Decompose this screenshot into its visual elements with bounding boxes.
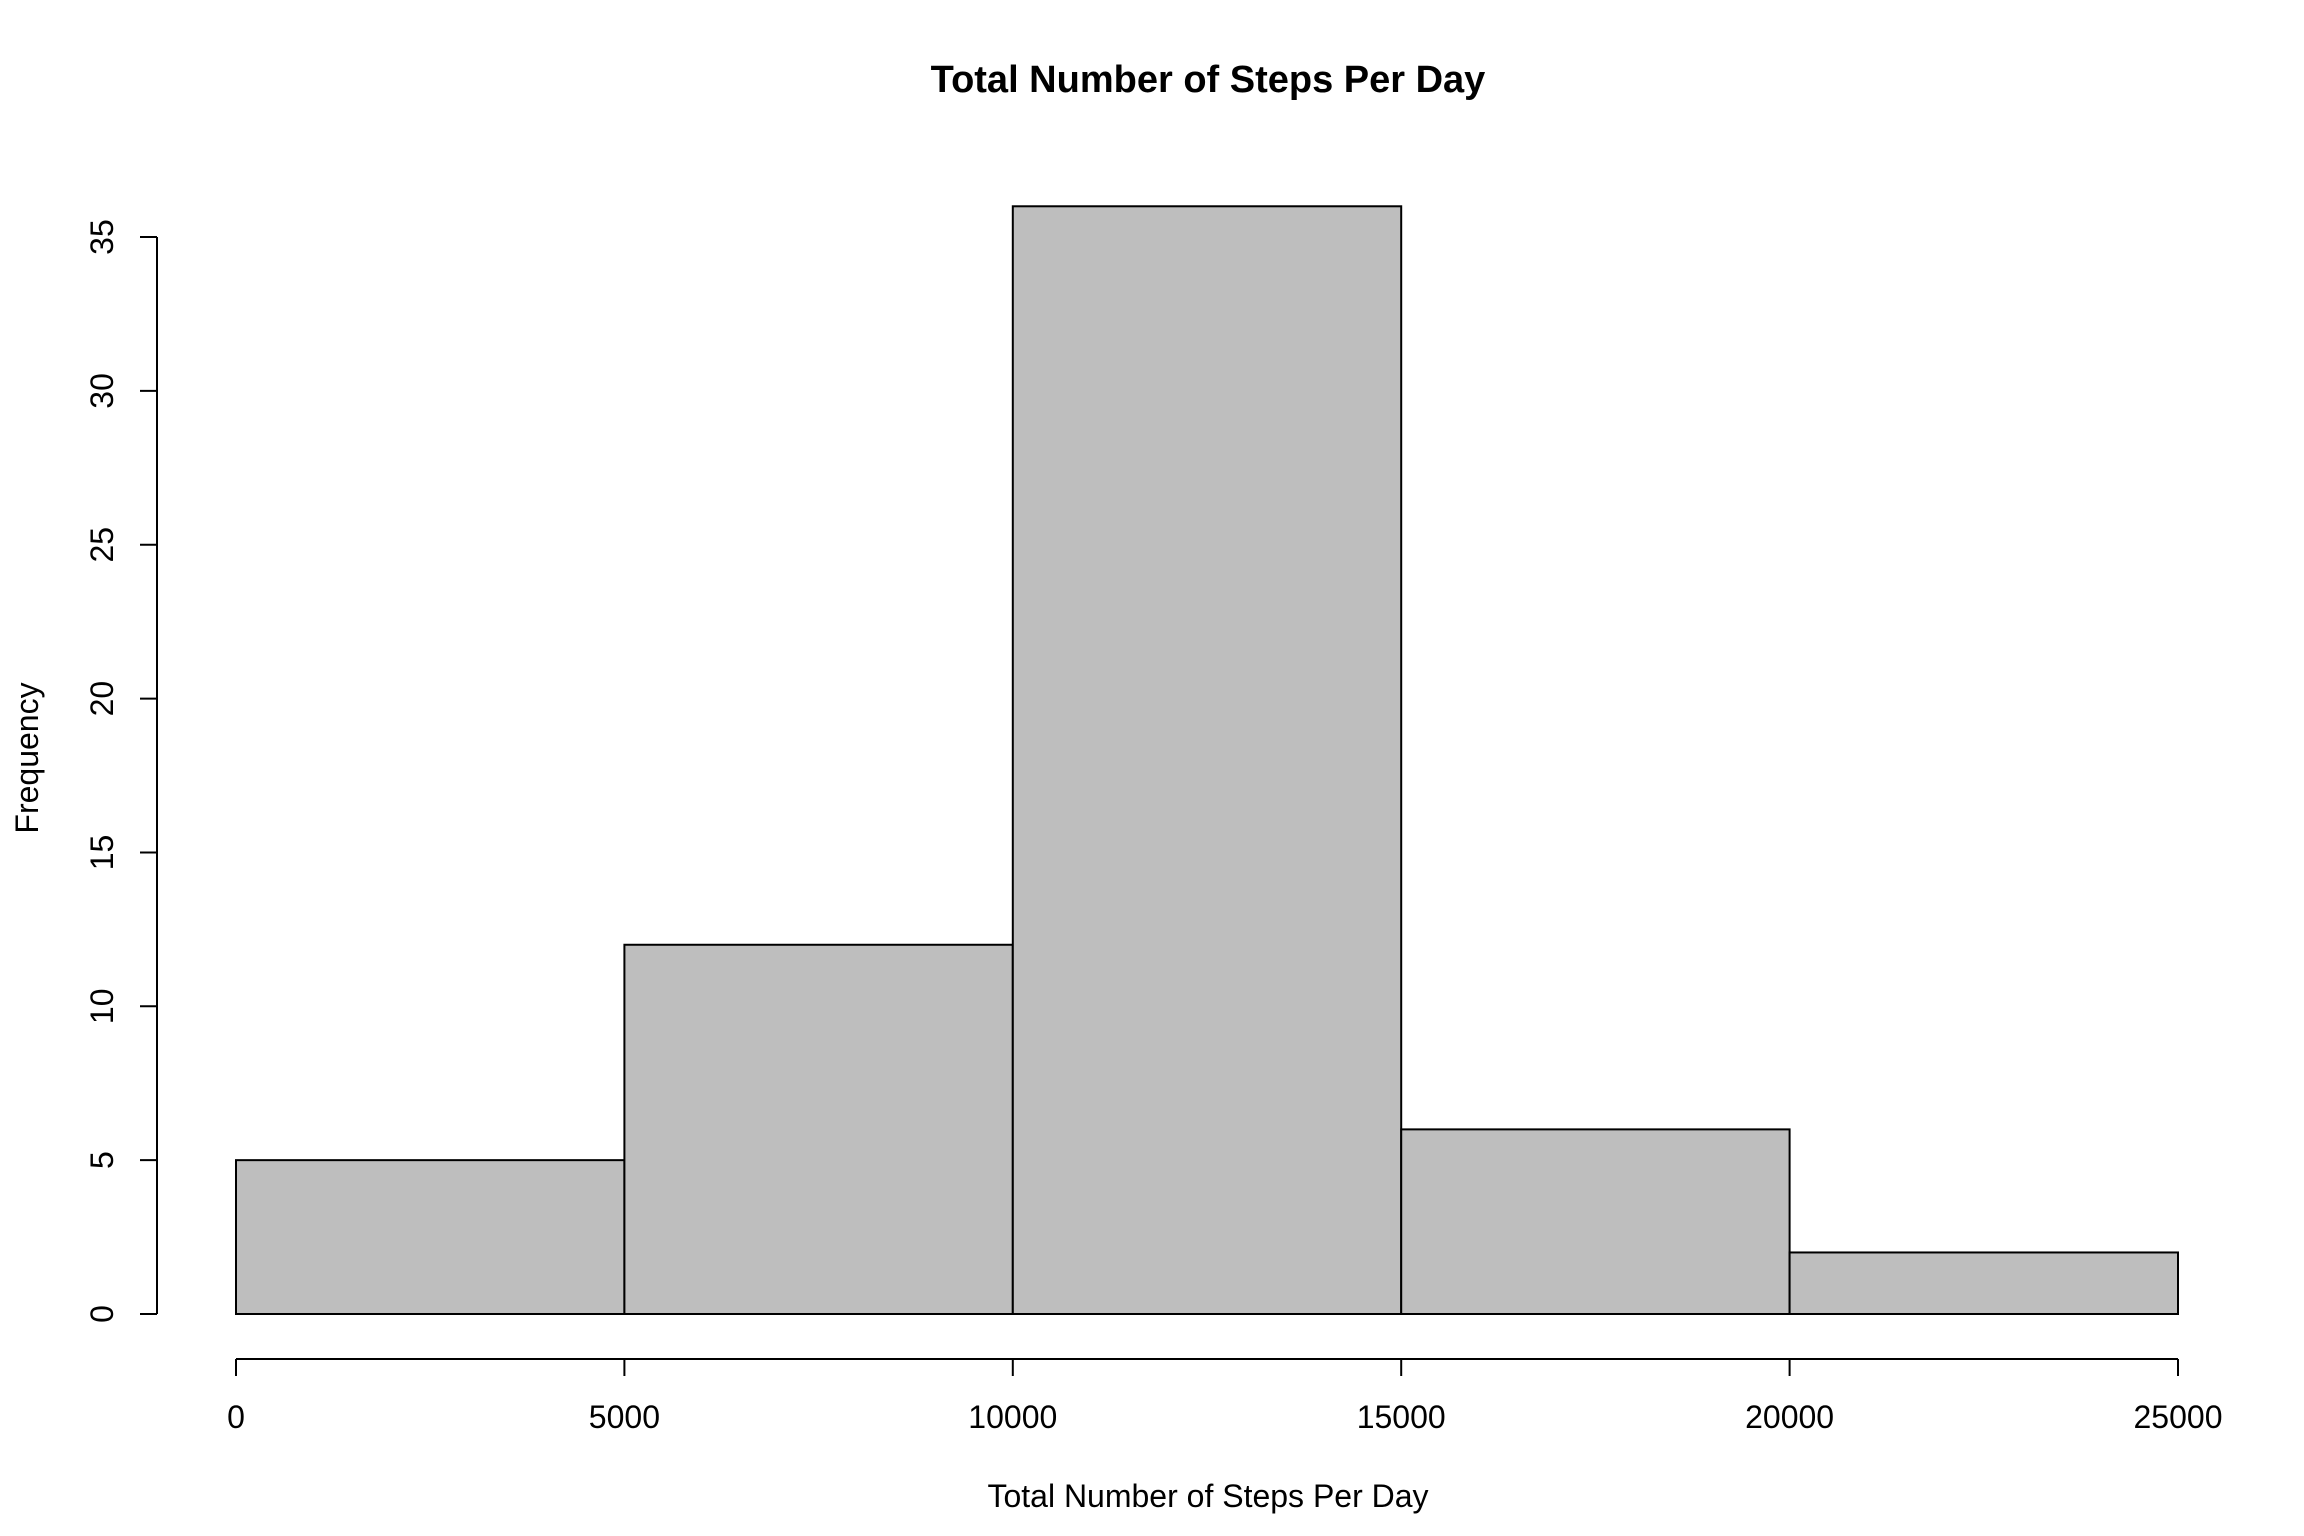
x-tick-label-1: 5000 bbox=[589, 1399, 660, 1435]
x-tick-label-2: 10000 bbox=[968, 1399, 1057, 1435]
y-tick-label-6: 30 bbox=[84, 373, 120, 409]
bars-group bbox=[235, 205, 2179, 1316]
y-tick-label-7: 35 bbox=[84, 219, 120, 255]
histogram-bar-4 bbox=[1788, 1251, 2179, 1315]
y-tick-label-2: 10 bbox=[84, 989, 120, 1025]
histogram-bar-3 bbox=[1400, 1128, 1791, 1315]
histogram-bar-0 bbox=[235, 1159, 626, 1316]
y-axis-label: Frequency bbox=[9, 682, 45, 833]
chart-title: Total Number of Steps Per Day bbox=[931, 59, 1486, 101]
y-tick-label-4: 20 bbox=[84, 681, 120, 717]
x-tick-label-4: 20000 bbox=[1745, 1399, 1834, 1435]
y-tick-label-0: 0 bbox=[84, 1305, 120, 1323]
x-axis: 0 5000 10000 15000 20000 25000 bbox=[227, 1358, 2223, 1435]
x-tick-label-0: 0 bbox=[227, 1399, 245, 1435]
x-tick-label-5: 25000 bbox=[2134, 1399, 2223, 1435]
y-axis: 0 5 10 15 20 25 30 35 bbox=[84, 219, 158, 1323]
y-tick-label-5: 25 bbox=[84, 527, 120, 563]
y-tick-label-1: 5 bbox=[84, 1151, 120, 1169]
histogram-bar-2 bbox=[1011, 205, 1403, 1315]
histogram-bar-1 bbox=[623, 943, 1014, 1315]
y-tick-label-3: 15 bbox=[84, 835, 120, 871]
x-axis-label: Total Number of Steps Per Day bbox=[987, 1478, 1428, 1514]
x-tick-label-3: 15000 bbox=[1357, 1399, 1446, 1435]
